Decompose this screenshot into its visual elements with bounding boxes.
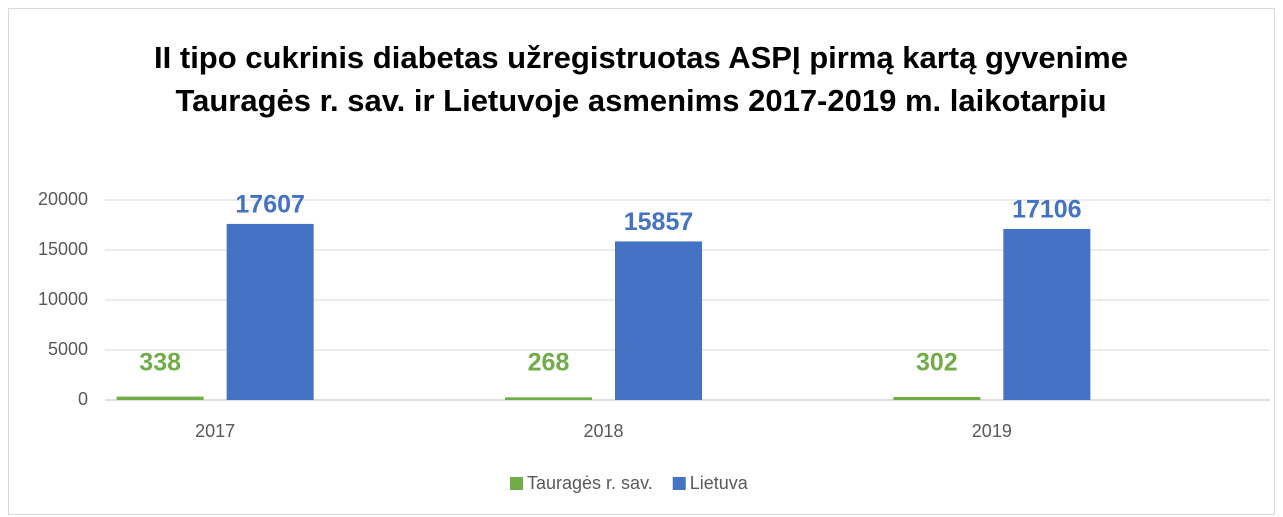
data-label: 268 — [528, 349, 570, 377]
chart-border — [8, 8, 1275, 515]
y-tick-label: 5000 — [48, 339, 88, 359]
bar — [505, 397, 592, 400]
data-label: 17106 — [1012, 196, 1082, 224]
x-tick-label: 2017 — [195, 421, 235, 441]
bar — [116, 396, 204, 400]
data-label: 302 — [916, 349, 958, 377]
data-label: 17607 — [235, 191, 305, 219]
y-tick-label: 0 — [78, 389, 88, 409]
x-tick-label: 2019 — [972, 421, 1012, 441]
bar — [226, 223, 314, 400]
bar — [1003, 228, 1091, 400]
bar — [893, 396, 981, 400]
bar — [615, 241, 702, 400]
data-label: 15857 — [624, 208, 694, 236]
y-tick-label: 20000 — [38, 189, 88, 209]
legend-swatch — [510, 477, 523, 490]
data-label: 338 — [139, 349, 181, 377]
y-tick-label: 10000 — [38, 289, 88, 309]
y-tick-label: 15000 — [38, 239, 88, 259]
legend-swatch — [672, 477, 686, 490]
x-tick-label: 2018 — [583, 421, 623, 441]
legend-label: Lietuva — [690, 473, 749, 493]
chart-title: II tipo cukrinis diabetas užregistruotas… — [154, 40, 1128, 118]
legend-label: Tauragės r. sav. — [527, 473, 653, 493]
